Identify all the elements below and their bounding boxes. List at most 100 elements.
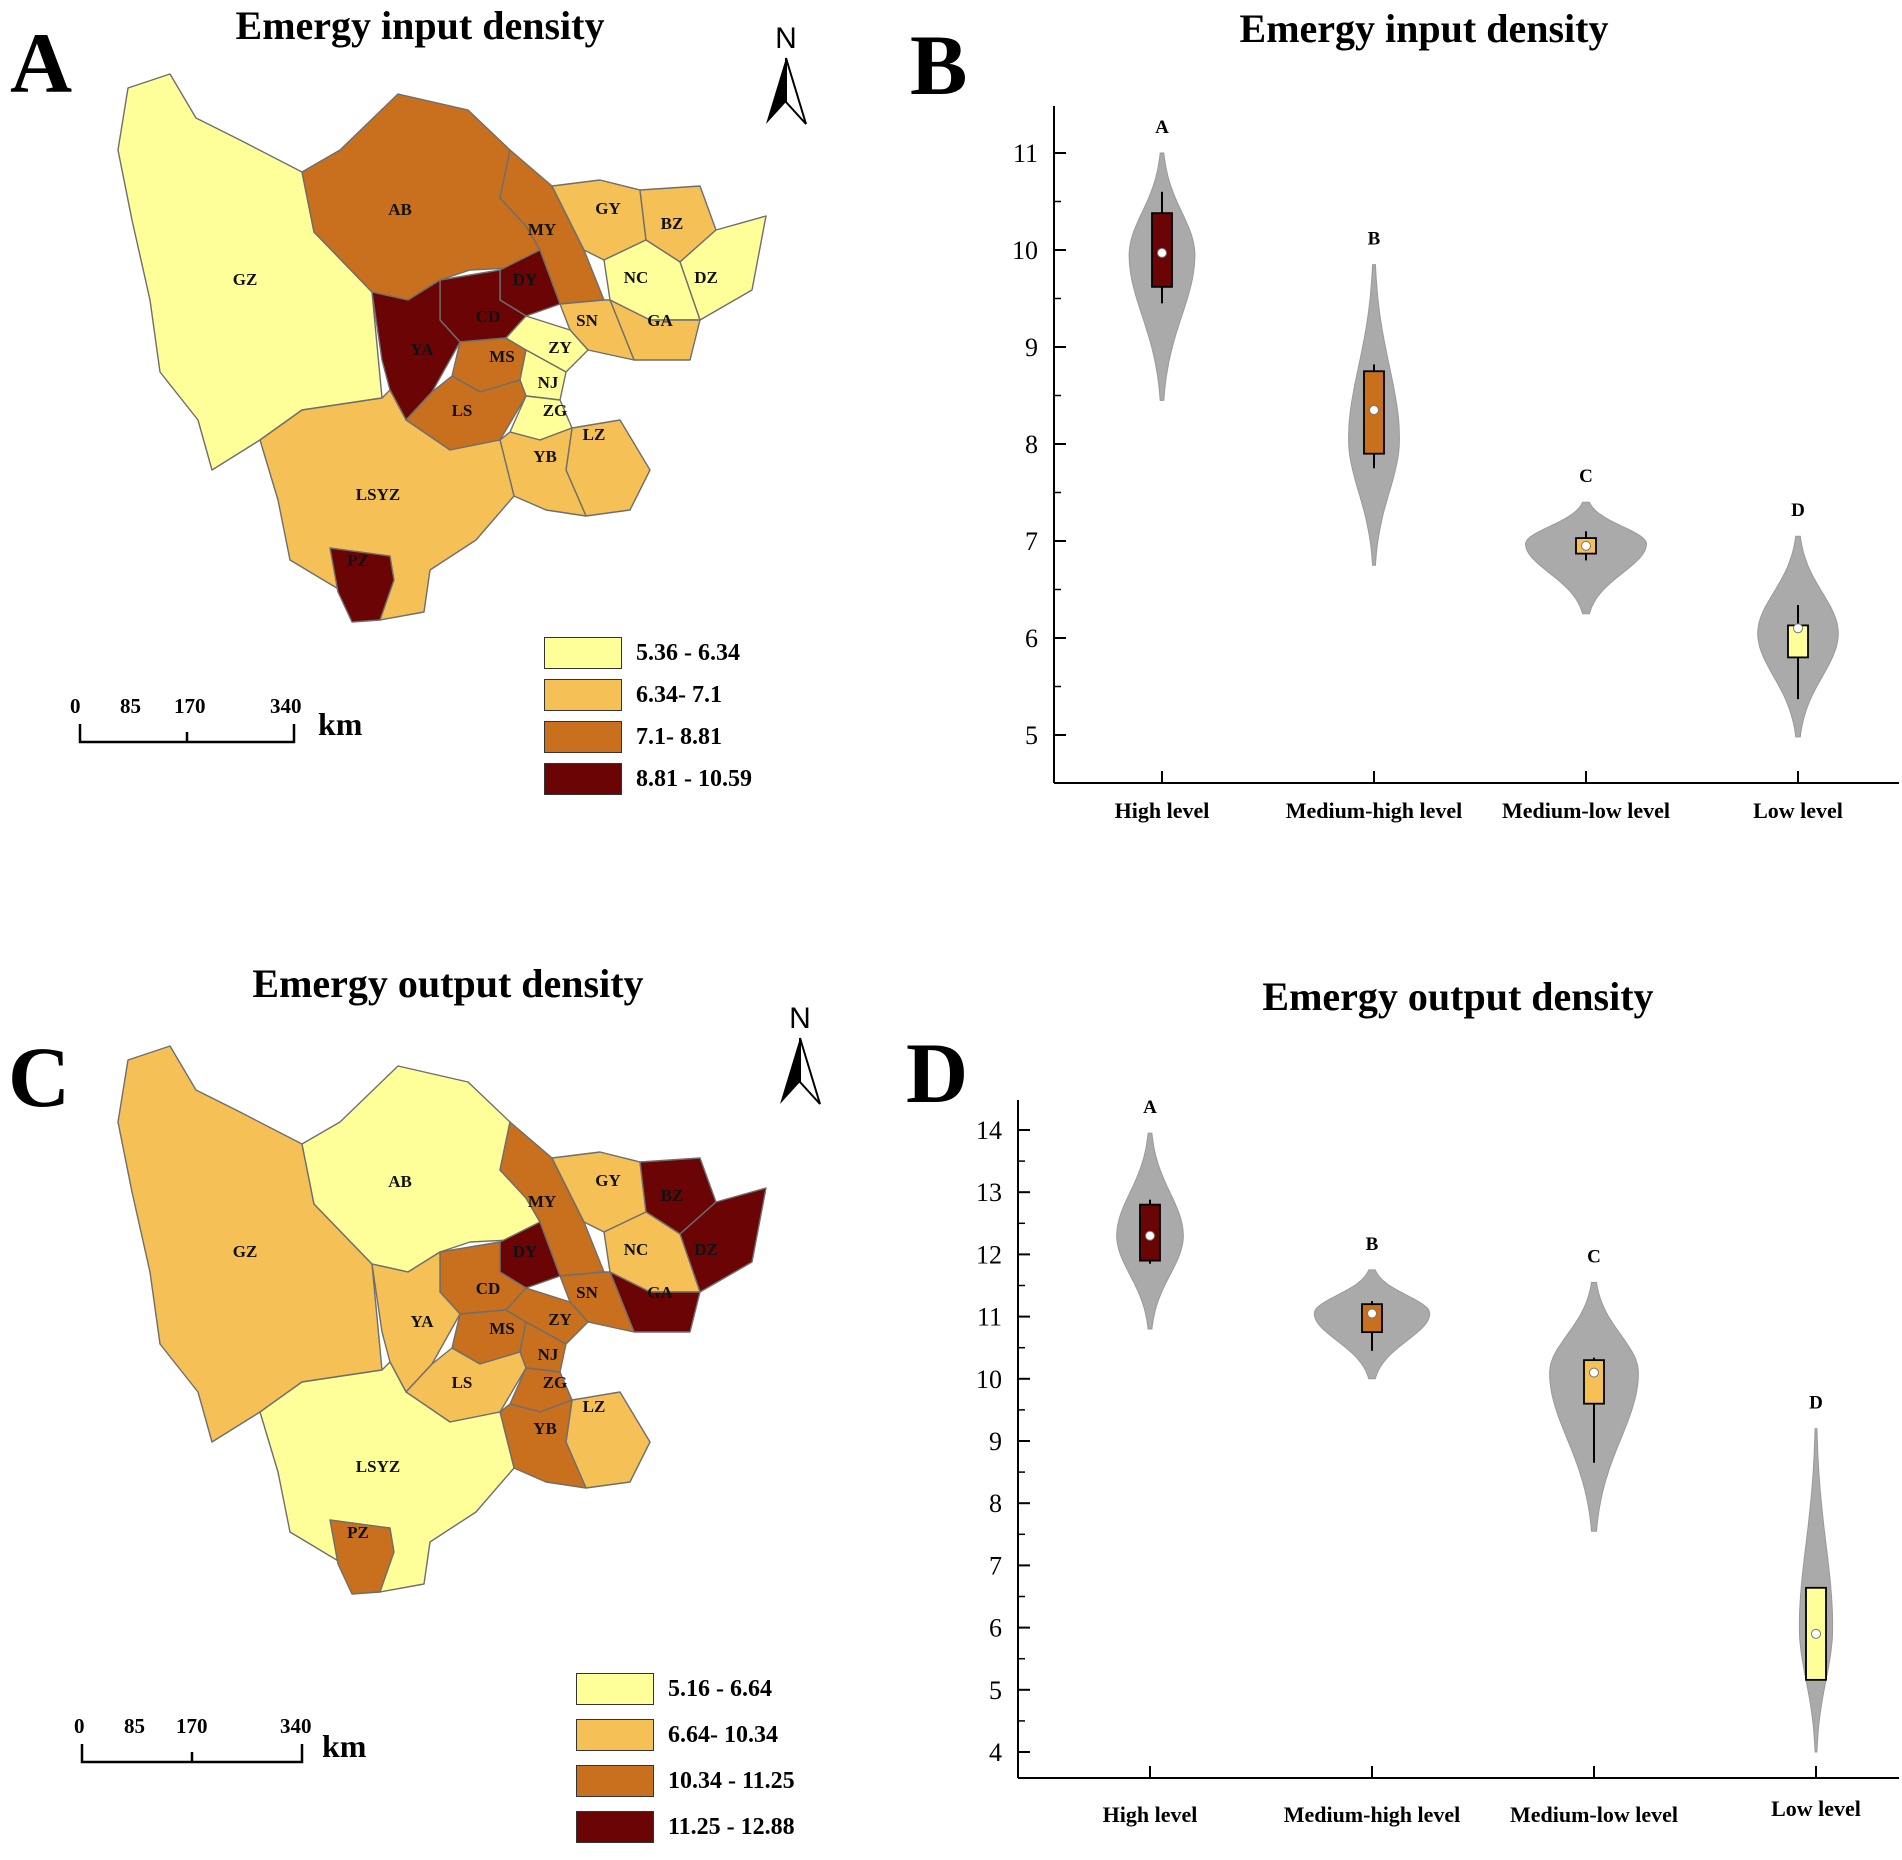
scale-tick-label: 0 — [70, 694, 81, 718]
category-label: Medium-high level — [1284, 1802, 1461, 1827]
map-label-ms: MS — [489, 347, 515, 366]
category-label: High level — [1115, 798, 1210, 823]
y-tick-label: 7 — [989, 1551, 1002, 1580]
y-tick-label: 5 — [1025, 721, 1038, 750]
north-arrow-c: N — [770, 1002, 830, 1111]
map-label-gz: GZ — [233, 270, 258, 289]
legend-label: 8.81 - 10.59 — [636, 765, 752, 792]
map-region-lsyz — [259, 389, 515, 621]
panel-c: C Emergy output density N GZ AB MY GY BZ DZ NC… — [0, 960, 821, 1860]
scale-tick-label: 0 — [74, 1714, 85, 1738]
scale-bar-line — [78, 724, 296, 744]
y-tick-label: 6 — [989, 1614, 1002, 1643]
panel-letter-a: A — [10, 15, 73, 111]
y-tick-label: 9 — [1025, 333, 1038, 362]
map-label-ya: YA — [411, 1312, 435, 1331]
median-point — [1157, 247, 1167, 258]
legend-item: 5.16 - 6.64 — [576, 1666, 795, 1712]
map-label-dy: DY — [513, 270, 538, 289]
map-region-lsyz — [259, 1361, 515, 1593]
scale-tick-label: 340 — [270, 694, 302, 718]
map-label-ya: YA — [411, 340, 435, 359]
category-label: High level — [1103, 1802, 1198, 1827]
category-label: Medium-low level — [1510, 1802, 1678, 1827]
map-label-ab: AB — [388, 200, 412, 219]
map-label-ga: GA — [647, 1283, 673, 1302]
panel-letter-d: D — [906, 1025, 969, 1121]
scale-unit: km — [318, 706, 363, 742]
violin-chart-d: Emergy output density 4 5 6 7 8 9 10 11 12 13 14 A Hi… — [976, 974, 1899, 1827]
chart-title: Emergy input density — [1240, 6, 1609, 51]
map-c-title: Emergy output density — [252, 961, 644, 1006]
map-label-ga: GA — [647, 311, 673, 330]
map-region-pz — [329, 1519, 395, 1595]
map-label-zg: ZG — [543, 1373, 568, 1392]
map-region-yb — [499, 427, 587, 517]
legend-swatch — [576, 1765, 654, 1797]
legend-item: 6.64- 10.34 — [576, 1712, 795, 1758]
map-label-gy: GY — [595, 199, 621, 218]
legend-label: 5.16 - 6.64 — [668, 1675, 772, 1702]
map-label-nj: NJ — [538, 1345, 559, 1364]
map-label-gz: GZ — [233, 1242, 258, 1261]
category-label: Low level — [1753, 798, 1843, 823]
north-arrow-icon — [766, 57, 807, 125]
y-tick-label: 11 — [977, 1303, 1002, 1332]
box-iqr — [1583, 1359, 1605, 1405]
legend-label: 6.34- 7.1 — [636, 681, 722, 708]
y-tick-label: 4 — [989, 1738, 1002, 1767]
legend-swatch — [544, 763, 622, 795]
scale-tick-label: 340 — [280, 1714, 312, 1738]
map-label-yb: YB — [533, 1419, 557, 1438]
group-letter: A — [1155, 117, 1169, 138]
y-tick-label: 8 — [989, 1489, 1002, 1518]
map-label-cd: CD — [476, 307, 501, 326]
scale-tick-label: 170 — [174, 694, 206, 718]
group-letter: D — [1791, 500, 1805, 521]
y-tick-label: 7 — [1025, 527, 1038, 556]
north-arrow-icon — [780, 1037, 821, 1105]
group-letter: D — [1809, 1393, 1823, 1414]
legend-label: 5.36 - 6.34 — [636, 639, 740, 666]
y-tick-label: 8 — [1025, 430, 1038, 459]
scale-bar-c: 0 85 170 340 km — [72, 1714, 366, 1774]
map-label-dz: DZ — [694, 268, 718, 287]
panel-a: A Emergy input density N GZ AB MY GY BZ DZ NC G… — [0, 0, 807, 860]
violin-chart-b: Emergy input density 5 6 7 8 9 10 11 A High level… — [1012, 6, 1899, 823]
legend-swatch — [576, 1811, 654, 1843]
group-letter: B — [1368, 229, 1381, 250]
map-region-yb — [499, 1399, 587, 1489]
map-label-pz: PZ — [347, 551, 369, 570]
map-a-title: Emergy input density — [235, 3, 605, 48]
map-label-zy: ZY — [548, 1310, 572, 1329]
legend-item: 11.25 - 12.88 — [576, 1804, 795, 1850]
y-tick-label: 12 — [976, 1240, 1002, 1269]
north-label: N — [775, 22, 797, 55]
group-letter: C — [1579, 466, 1593, 487]
map-label-lz: LZ — [583, 425, 606, 444]
legend-swatch — [544, 721, 622, 753]
map-label-sn: SN — [576, 311, 598, 330]
y-tick-label: 14 — [976, 1116, 1002, 1145]
group-letter: A — [1143, 1097, 1157, 1118]
map-region-dz — [679, 215, 767, 321]
map-label-dy: DY — [513, 1242, 538, 1261]
map-label-ls: LS — [452, 1373, 473, 1392]
map-label-lsyz: LSYZ — [356, 1457, 400, 1476]
legend-item: 8.81 - 10.59 — [544, 758, 752, 800]
median-point — [1145, 1230, 1155, 1241]
map-region-pz — [329, 547, 395, 623]
category-label: Low level — [1771, 1796, 1861, 1821]
panel-d: D Emergy output density 4 5 6 7 8 9 10 11 12 13 14 A… — [900, 960, 1902, 1860]
map-label-ms: MS — [489, 1319, 515, 1338]
scale-unit: km — [322, 1728, 367, 1764]
panel-letter-c: C — [8, 1029, 71, 1125]
y-tick-label: 11 — [1013, 139, 1038, 168]
legend-label: 11.25 - 12.88 — [668, 1813, 795, 1840]
map-label-yb: YB — [533, 447, 557, 466]
y-tick-label: 5 — [989, 1676, 1002, 1705]
map-label-ab: AB — [388, 1172, 412, 1191]
map-label-sn: SN — [576, 1283, 598, 1302]
map-label-bz: BZ — [661, 214, 684, 233]
legend-swatch — [544, 637, 622, 669]
